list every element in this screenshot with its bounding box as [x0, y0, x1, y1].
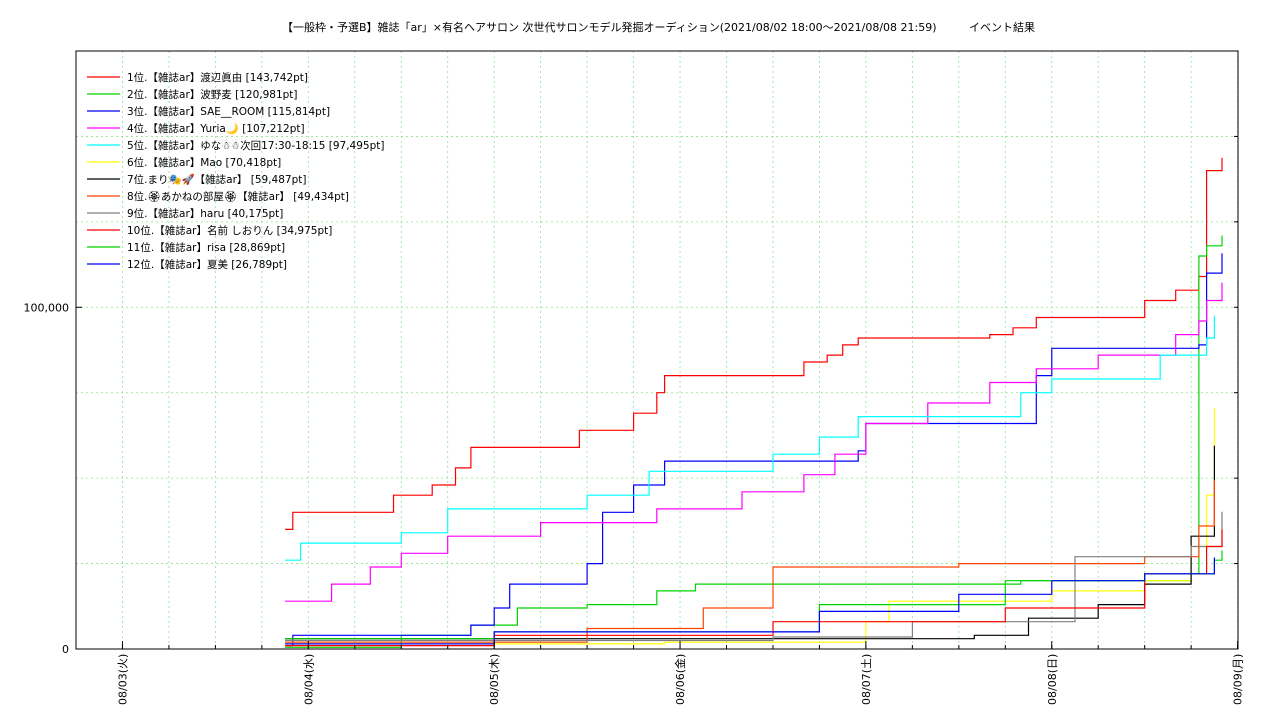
x-tick-label: 08/06(金): [673, 654, 687, 705]
legend-label-6: 6位.【雑誌ar】Mao [70,418pt]: [127, 156, 281, 169]
x-tick-label: 08/03(火): [116, 654, 129, 705]
series-line-9: [285, 511, 1223, 642]
y-tick-label: 0: [62, 643, 69, 656]
legend-label-4: 4位.【雑誌ar】Yuria🌙 [107,212pt]: [127, 122, 305, 135]
series-line-10: [285, 529, 1223, 647]
x-tick-label: 08/04(水): [302, 654, 315, 705]
x-tick-label: 08/05(木): [488, 654, 501, 705]
chart-title-main: 【一般枠・予選B】雑誌「ar」×有名ヘアサロン 次世代サロンモデル発掘オーディシ…: [282, 21, 937, 34]
series-line-5: [285, 315, 1215, 561]
x-tick-label: 08/09(月): [1232, 654, 1245, 705]
y-tick-label: 100,000: [24, 301, 70, 314]
legend: 1位.【雑誌ar】渡辺眞由 [143,742pt] 2位.【雑誌ar】波野麦 [1…: [87, 71, 384, 271]
legend-label-9: 9位.【雑誌ar】haru [40,175pt]: [127, 207, 283, 220]
series-line-4: [285, 282, 1223, 602]
legend-label-3: 3位.【雑誌ar】SAE__ROOM [115,814pt]: [127, 105, 330, 118]
legend-label-8: 8位.🏵あかねの部屋🏵【雑誌ar】 [49,434pt]: [127, 190, 349, 203]
plot-frame: [75, 50, 1239, 650]
x-tick-label: 08/07(土): [860, 654, 873, 705]
x-tick-label: 08/08(日): [1046, 654, 1059, 705]
series-lines: [285, 157, 1223, 648]
legend-label-11: 11位.【雑誌ar】risa [28,869pt]: [127, 241, 285, 254]
legend-label-7: 7位.まり🎭🚀【雑誌ar】 [59,487pt]: [127, 173, 306, 186]
series-line-8: [285, 480, 1215, 643]
series-line-2: [285, 235, 1223, 648]
series-line-12: [285, 557, 1215, 645]
legend-label-2: 2位.【雑誌ar】波野麦 [120,981pt]: [127, 88, 298, 101]
chart-title: 【一般枠・予選B】雑誌「ar」×有名ヘアサロン 次世代サロンモデル発掘オーディシ…: [0, 19, 1280, 35]
series-line-1: [285, 157, 1223, 530]
chart-title-suffix: イベント結果: [969, 21, 1035, 34]
series-line-7: [285, 445, 1215, 640]
axis-ticks: 0 100,000 08/03(火) 08/04(水) 08/05(木) 08/06(金)…: [24, 50, 1245, 705]
legend-label-1: 1位.【雑誌ar】渡辺眞由 [143,742pt]: [127, 71, 308, 84]
legend-label-5: 5位.【雑誌ar】ゆな☃☃次回17:30-18:15 [97,495pt]: [127, 139, 384, 152]
legend-label-10: 10位.【雑誌ar】名前 しおりん [34,975pt]: [127, 224, 332, 237]
legend-label-12: 12位.【雑誌ar】夏美 [26,789pt]: [127, 258, 287, 271]
series-line-3: [285, 253, 1223, 647]
